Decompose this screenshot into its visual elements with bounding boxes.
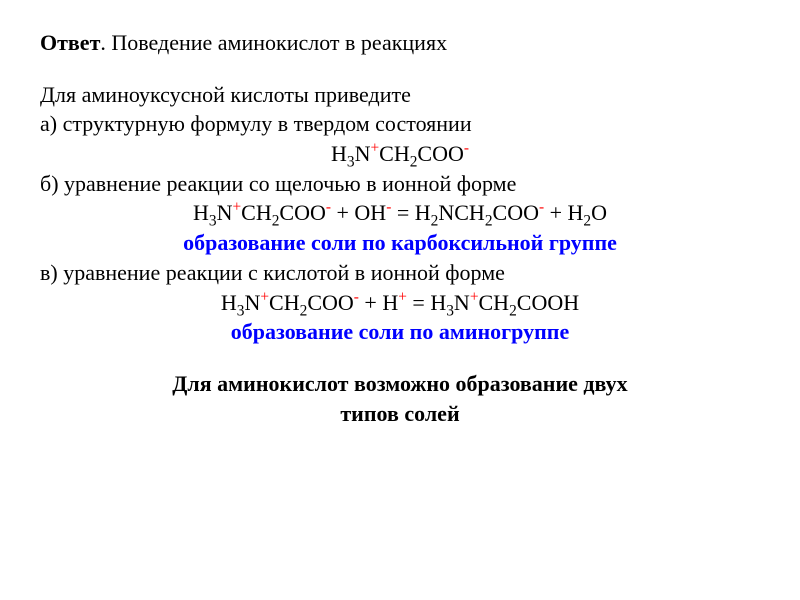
f: H xyxy=(331,141,347,166)
charge-plus: + xyxy=(370,140,379,157)
f: COO xyxy=(417,141,463,166)
part-c-note: образование соли по аминогруппе xyxy=(40,317,760,347)
document-page: Ответ. Поведение аминокислот в реакциях … xyxy=(0,0,800,600)
conclusion-line-2: типов солей xyxy=(40,399,760,429)
f: = xyxy=(391,200,414,225)
f: N xyxy=(244,290,260,315)
part-b-prompt: б) уравнение реакции со щелочью в ионной… xyxy=(40,169,760,199)
f: NCH xyxy=(438,200,484,225)
part-b-note: образование соли по карбоксильной группе xyxy=(40,228,760,258)
part-c-equation: H3N+CH2COO- + H+ = H3N+CH2COOH xyxy=(40,288,760,318)
f: COO xyxy=(279,200,325,225)
f: N xyxy=(355,141,371,166)
f: CH xyxy=(269,290,300,315)
f: + xyxy=(359,290,382,315)
f: = xyxy=(407,290,430,315)
f: CH xyxy=(379,141,410,166)
f: H xyxy=(221,290,237,315)
part-c-prompt: в) уравнение реакции с кислотой в ионной… xyxy=(40,258,760,288)
f: H xyxy=(193,200,209,225)
f: COO xyxy=(307,290,353,315)
f: O xyxy=(591,200,607,225)
f: N xyxy=(454,290,470,315)
f: N xyxy=(217,200,233,225)
f: + xyxy=(331,200,354,225)
f: COO xyxy=(493,200,539,225)
f: H xyxy=(382,290,398,315)
f: H xyxy=(568,200,584,225)
charge-minus: - xyxy=(464,140,469,157)
f: OH xyxy=(354,200,386,225)
part-a-prompt: а) структурную формулу в твердом состоян… xyxy=(40,109,760,139)
title-rest: . Поведение аминокислот в реакциях xyxy=(100,30,447,55)
f: COOH xyxy=(517,290,579,315)
f: CH xyxy=(479,290,510,315)
title-bold: Ответ xyxy=(40,30,100,55)
title-line: Ответ. Поведение аминокислот в реакциях xyxy=(40,28,760,58)
part-a-formula: H3N+CH2COO- xyxy=(40,139,760,169)
f: 3 xyxy=(347,153,355,170)
charge-plus: + xyxy=(260,288,269,305)
intro-line: Для аминоуксусной кислоты приведите xyxy=(40,80,760,110)
conclusion-line-1: Для аминокислот возможно образование дву… xyxy=(40,369,760,399)
f: + xyxy=(544,200,567,225)
charge-plus: + xyxy=(232,199,241,216)
f: CH xyxy=(241,200,272,225)
charge-plus: + xyxy=(470,288,479,305)
f: H xyxy=(415,200,431,225)
part-b-equation: H3N+CH2COO- + OH- = H2NCH2COO- + H2O xyxy=(40,198,760,228)
charge-plus: + xyxy=(398,288,407,305)
f: H xyxy=(430,290,446,315)
